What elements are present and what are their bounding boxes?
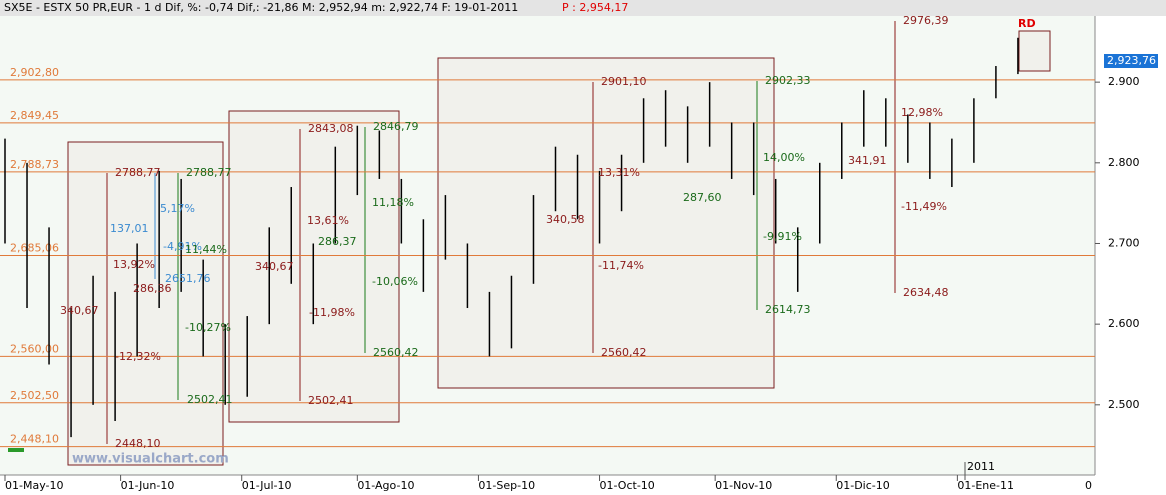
- range-box: [437, 57, 775, 389]
- annotation: -4,91%: [163, 240, 202, 253]
- annotation: 2502,41: [187, 393, 233, 406]
- annotation: 13,31%: [598, 166, 640, 179]
- x-tick-label: 01-Dic-10: [836, 479, 890, 492]
- annotation: 287,60: [683, 191, 722, 204]
- x-tick-label: 01-Ene-11: [957, 479, 1014, 492]
- annotation: -10,27%: [185, 321, 231, 334]
- annotation: 2902,33: [765, 74, 811, 87]
- annotation: 2843,08: [308, 122, 354, 135]
- annotation: 2788,77: [186, 166, 232, 179]
- x-origin-label: 0: [1085, 479, 1092, 492]
- year-marker: 2011: [967, 460, 995, 473]
- annotation: 2634,48: [903, 286, 949, 299]
- annotation: 341,91: [848, 154, 887, 167]
- annotation: 286,37: [318, 235, 357, 248]
- level-label: 2,448,10: [10, 433, 59, 446]
- annotation: 2976,39: [903, 14, 949, 27]
- annotation: 340,67: [255, 260, 294, 273]
- plot-area: [0, 16, 1095, 475]
- annotation: -9,91%: [763, 230, 802, 243]
- x-tick-label: 01-May-10: [5, 479, 63, 492]
- price-tag-text: 2,923,76: [1107, 54, 1156, 67]
- annotation: 2448,10: [115, 437, 161, 450]
- annotation: 2560,42: [601, 346, 647, 359]
- header-bar: [0, 0, 1166, 16]
- x-tick-label: 01-Jul-10: [242, 479, 292, 492]
- measure-lines: [106, 21, 896, 444]
- annotation: 137,01: [110, 222, 149, 235]
- x-tick-label: 01-Sep-10: [478, 479, 535, 492]
- annotation: 14,00%: [763, 151, 805, 164]
- x-tick-label: 01-Oct-10: [600, 479, 655, 492]
- annotation: -12,32%: [115, 350, 161, 363]
- y-tick-label: 2.800: [1108, 156, 1140, 169]
- level-label: 2,788,73: [10, 158, 59, 171]
- annotation: 12,98%: [901, 106, 943, 119]
- annotation: 13,92%: [113, 258, 155, 271]
- y-tick-label: 2.600: [1108, 317, 1140, 330]
- annotation: 2560,42: [373, 346, 419, 359]
- annotation: 11,44%: [185, 243, 227, 256]
- annotation: 2901,10: [601, 75, 647, 88]
- x-tick-label: 01-Ago-10: [357, 479, 414, 492]
- annotation: 5,17%: [160, 202, 195, 215]
- level-label: 2,685,06: [10, 242, 59, 255]
- range-box: [67, 141, 224, 466]
- annotation: 2502,41: [308, 394, 354, 407]
- range-box: [1018, 30, 1051, 72]
- annotation: RD: [1018, 17, 1036, 30]
- annotation: -11,49%: [901, 200, 947, 213]
- annotation: 2614,73: [765, 303, 811, 316]
- watermark: www.visualchart.com: [72, 452, 229, 467]
- volume-marker: [8, 448, 24, 452]
- y-tick-label: 2.500: [1108, 398, 1140, 411]
- annotation: 11,18%: [372, 196, 414, 209]
- annotation: 2788,77: [115, 166, 161, 179]
- annotation: -11,98%: [309, 306, 355, 319]
- annotation: 286,36: [133, 282, 172, 295]
- level-label: 2,560,00: [10, 342, 59, 355]
- window-controls[interactable]: [1124, 2, 1164, 14]
- annotation: 2651,76: [165, 272, 211, 285]
- header-price: P : 2,954,17: [562, 1, 628, 14]
- price-tag: [1104, 54, 1158, 68]
- level-label: 2,902,80: [10, 66, 59, 79]
- annotation: -10,06%: [372, 275, 418, 288]
- level-label: 2,849,45: [10, 109, 59, 122]
- annotation: 340,67: [60, 304, 99, 317]
- annotation: 340,58: [546, 213, 585, 226]
- annotation: 13,61%: [307, 214, 349, 227]
- level-label: 2,502,50: [10, 389, 59, 402]
- y-tick-label: 2.700: [1108, 236, 1140, 249]
- y-tick-label: 2.900: [1108, 75, 1140, 88]
- annotation: -11,74%: [598, 259, 644, 272]
- x-tick-label: 01-Jun-10: [121, 479, 175, 492]
- annotation: 2846,79: [373, 120, 419, 133]
- boxes: [67, 30, 1051, 466]
- header-text: SX5E - ESTX 50 PR,EUR - 1 d Dif, %: -0,7…: [4, 1, 518, 14]
- x-tick-label: 01-Nov-10: [715, 479, 772, 492]
